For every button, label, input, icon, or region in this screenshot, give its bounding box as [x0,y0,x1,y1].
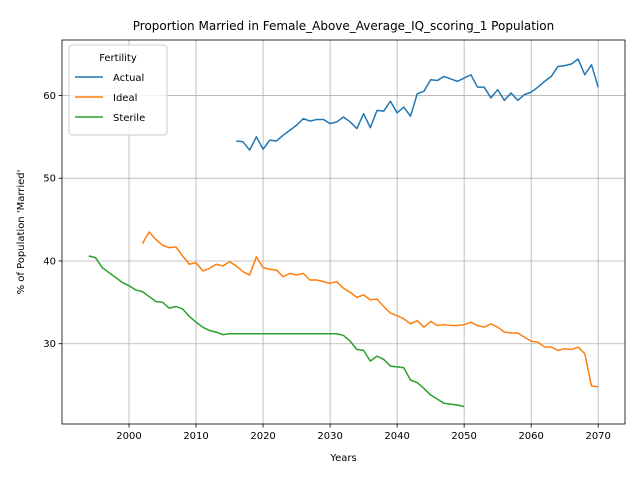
legend-box [68,44,168,136]
axis-ticks: 2000 2010 2020 2030 2040 2050 2060 2070 30 40 50 60 [43,91,611,442]
legend-label-sterile: Sterile [113,113,145,124]
legend: Fertility Actual Ideal Sterile [68,44,168,136]
y-tick-label: 50 [43,174,56,185]
x-tick-label: 2000 [116,431,141,442]
legend-title: Fertility [99,53,137,64]
legend-label-ideal: Ideal [113,93,137,104]
x-tick-label: 2020 [250,431,275,442]
grid-lines [62,40,625,424]
y-tick-label: 40 [43,256,56,267]
x-tick-label: 2040 [384,431,409,442]
series-lines [88,58,599,408]
series-line-ideal [141,231,599,388]
series-line-sterile [88,255,465,408]
x-tick-label: 2010 [183,431,208,442]
series-line-actual [236,58,599,151]
y-tick-label: 30 [43,339,56,350]
x-tick-label: 2030 [317,431,342,442]
x-tick-label: 2060 [518,431,543,442]
legend-label-actual: Actual [113,73,144,84]
chart-title: Proportion Married in Female_Above_Avera… [133,19,554,33]
x-tick-label: 2070 [585,431,610,442]
y-axis-label: % of Population 'Married' [16,170,27,295]
x-tick-label: 2050 [451,431,476,442]
plot-frame [61,39,626,425]
x-axis-label: Years [329,453,356,464]
y-tick-label: 60 [43,91,56,102]
